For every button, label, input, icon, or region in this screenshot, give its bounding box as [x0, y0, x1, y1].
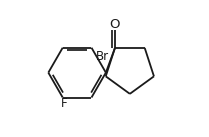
Text: Br: Br [96, 50, 110, 63]
Text: F: F [61, 97, 67, 110]
Text: O: O [110, 18, 120, 31]
